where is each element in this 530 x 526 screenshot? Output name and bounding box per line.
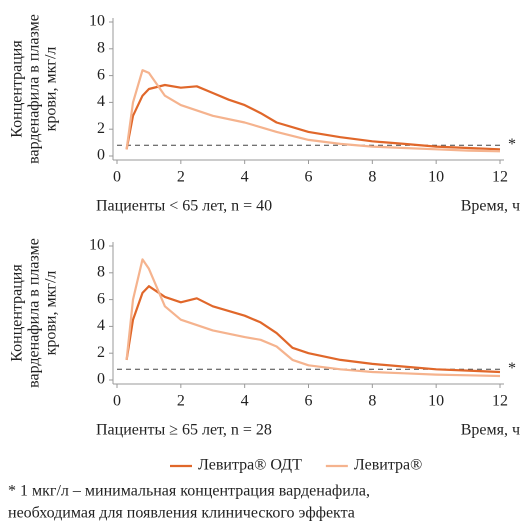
y-tick-label: 8: [97, 39, 105, 56]
y-tick-label: 6: [97, 290, 105, 307]
x-tick-label: 8: [368, 169, 376, 186]
x-tick-label: 10: [428, 169, 444, 186]
y-tick-label: 4: [97, 93, 105, 110]
y-tick-label: 0: [97, 147, 105, 164]
y-tick-label: 6: [97, 66, 105, 83]
x-tick-label: 12: [492, 169, 508, 186]
subtitle: Пациенты < 65 лет, n = 40: [96, 198, 272, 215]
y-axis-label: варденафила в плазме: [26, 14, 43, 164]
x-tick-label: 12: [492, 393, 508, 410]
y-axis-label: крови, мкг/л: [43, 47, 60, 132]
y-tick-label: 2: [97, 120, 105, 137]
y-tick-label: 10: [89, 237, 105, 254]
x-tick-label: 6: [305, 169, 313, 186]
x-tick-label: 10: [428, 393, 444, 410]
x-tick-label: 4: [241, 393, 249, 410]
footnote: необходимая для появления клинического э…: [8, 505, 355, 522]
subtitle: Пациенты ≥ 65 лет, n = 28: [96, 422, 272, 439]
x-tick-label: 6: [305, 393, 313, 410]
series-line: [125, 69, 501, 153]
y-axis-label: варденафила в плазме: [26, 238, 43, 388]
legend-label: Левитра® ОДТ: [198, 457, 302, 474]
series-line: [125, 83, 501, 151]
y-axis-label: Концентрация: [9, 264, 26, 362]
x-tick-label: 0: [113, 393, 121, 410]
x-axis-label: Время, ч: [461, 422, 520, 439]
x-tick-label: 8: [368, 393, 376, 410]
x-tick-label: 2: [177, 169, 185, 186]
x-axis-label: Время, ч: [461, 198, 520, 215]
legend-label: Левитра®: [354, 457, 422, 474]
x-tick-label: 4: [241, 169, 249, 186]
series-line: [125, 285, 501, 374]
y-axis-label: Концентрация: [9, 40, 26, 138]
y-tick-label: 0: [97, 371, 105, 388]
footnote: * 1 мкг/л – минимальная концентрация вар…: [8, 483, 370, 500]
y-axis-label: крови, мкг/л: [43, 271, 60, 356]
y-tick-label: 2: [97, 344, 105, 361]
threshold-label: *: [508, 360, 516, 377]
y-tick-label: 8: [97, 263, 105, 280]
threshold-label: *: [508, 136, 516, 153]
y-tick-label: 4: [97, 317, 105, 334]
x-tick-label: 0: [113, 169, 121, 186]
x-tick-label: 2: [177, 393, 185, 410]
series-line: [125, 258, 501, 378]
y-tick-label: 10: [89, 13, 105, 30]
